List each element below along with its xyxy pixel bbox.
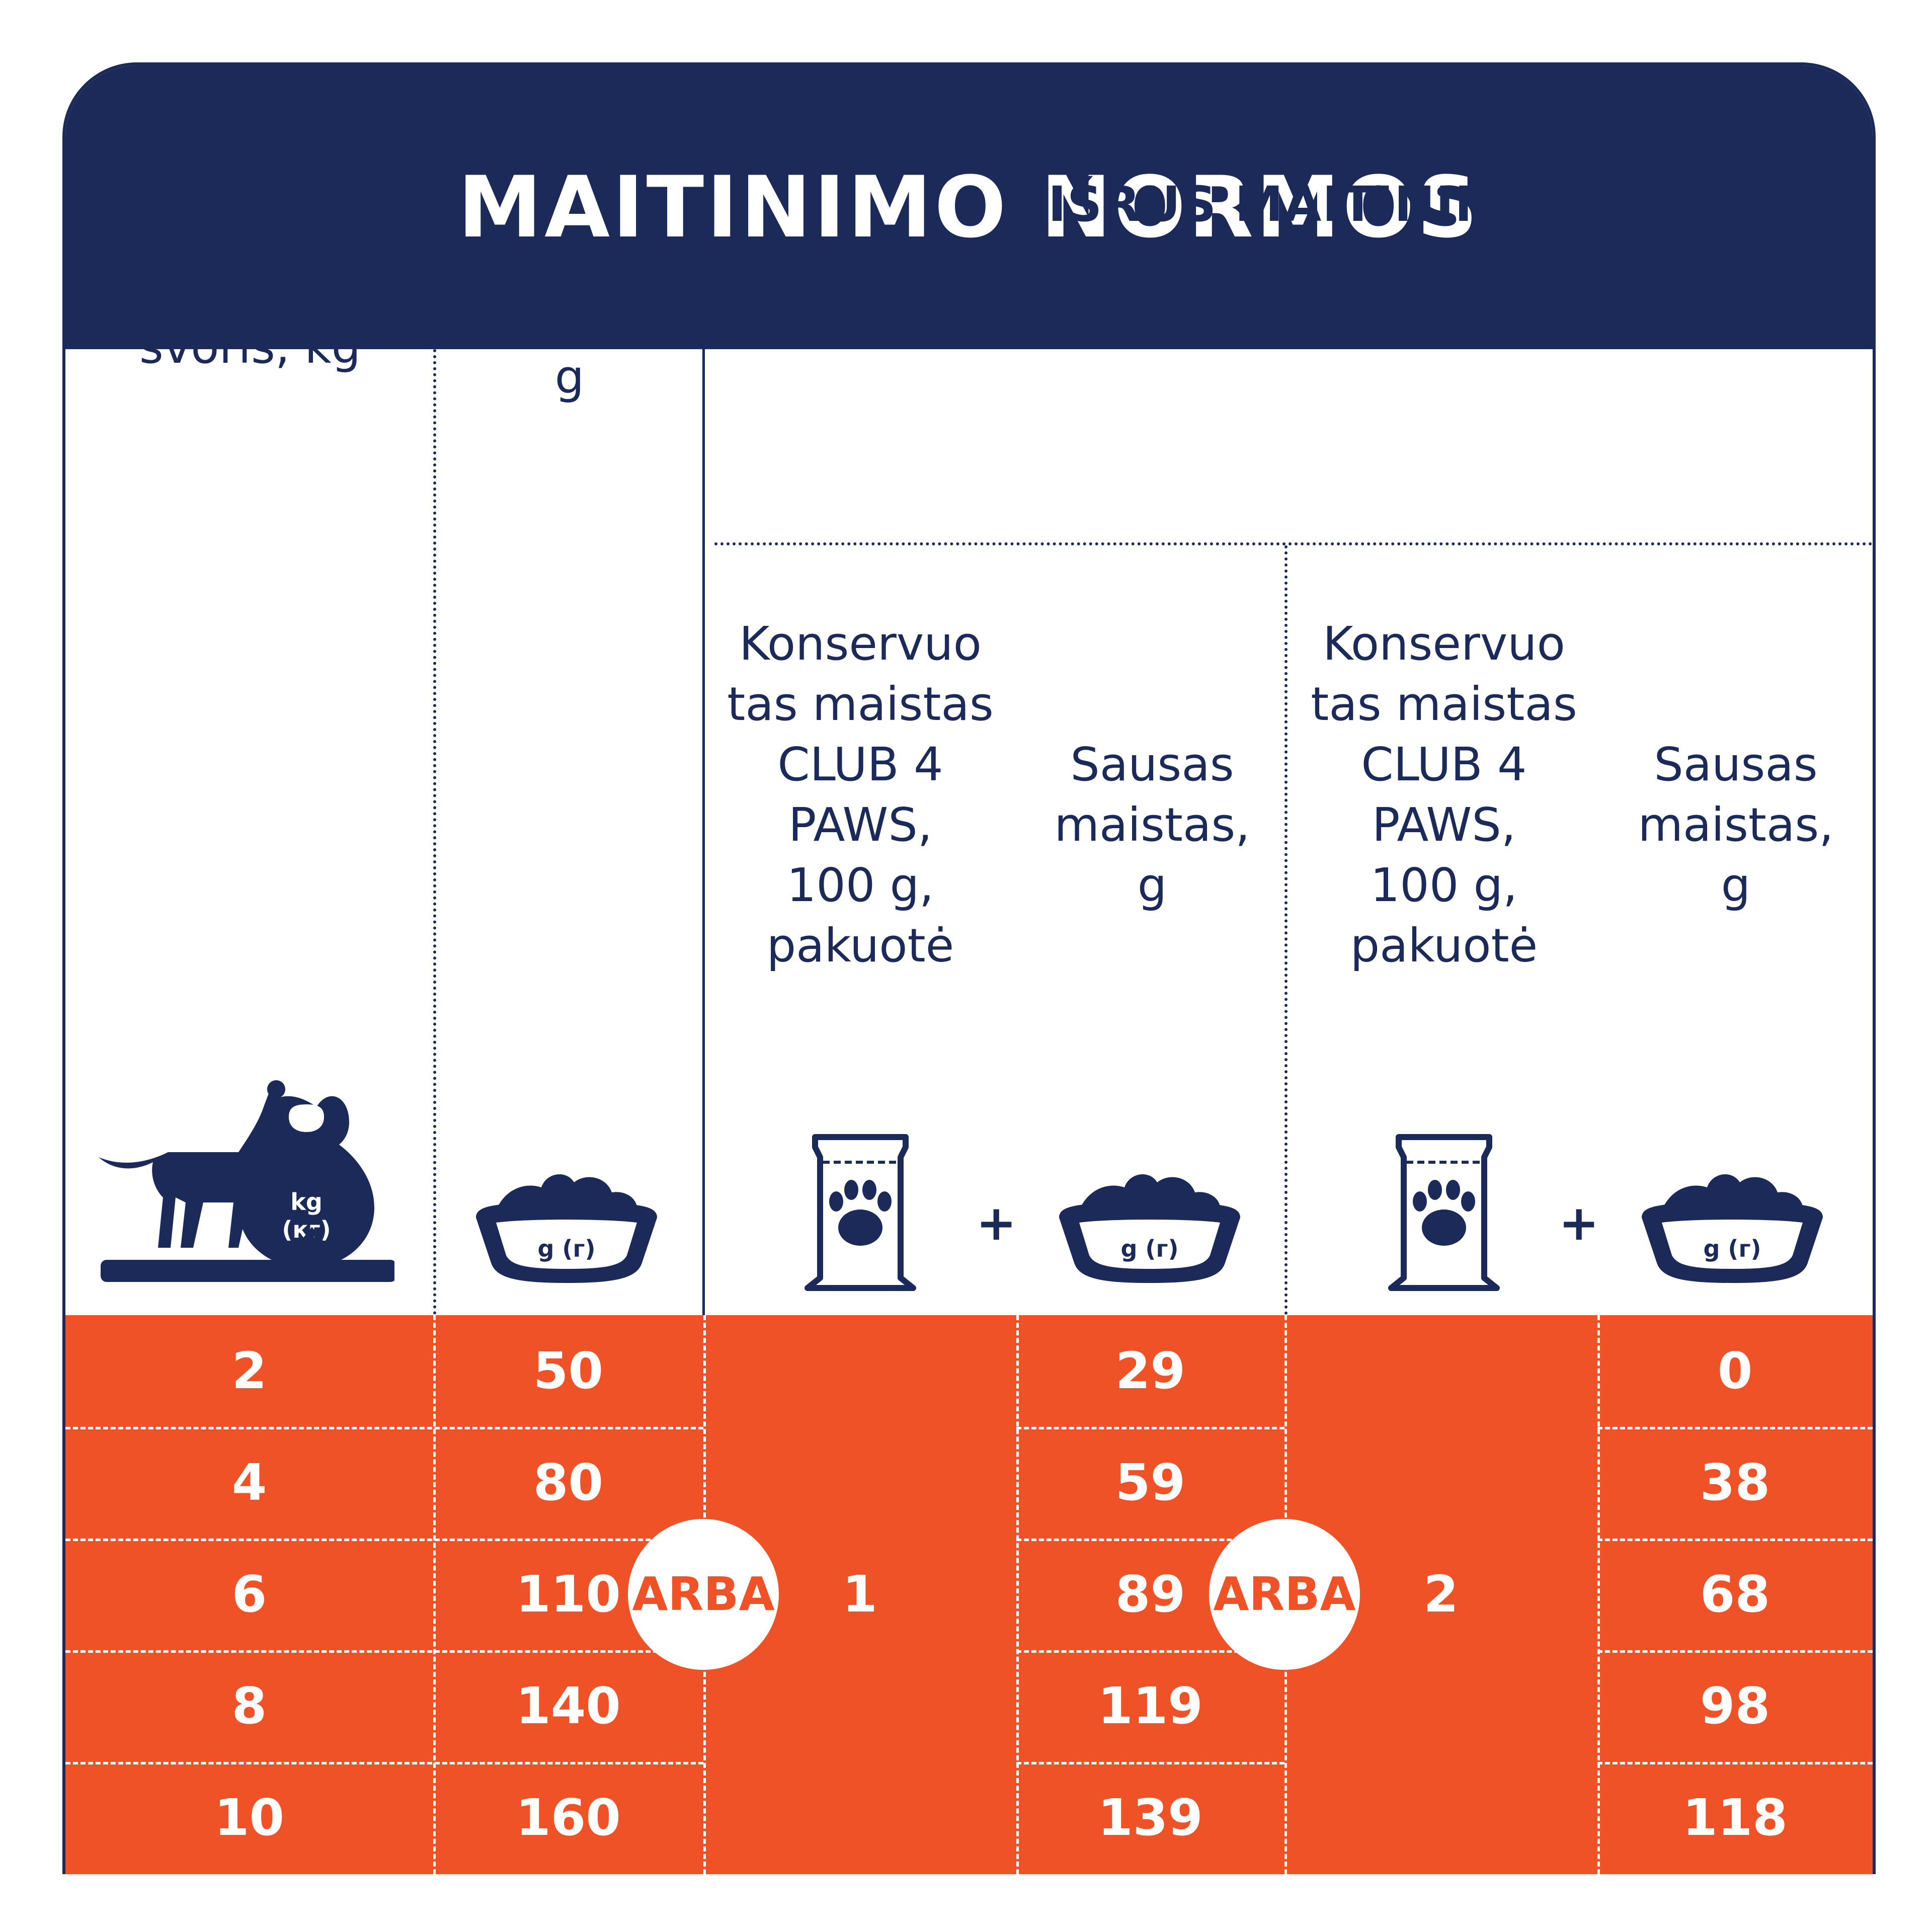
- header-weight: Augintinio svoris, kg: [133, 260, 367, 374]
- bowl-label: g (г): [1120, 1235, 1178, 1262]
- paw-pouch-icon: [804, 1134, 916, 1291]
- title-band: MAITINIMO NORMOS: [65, 65, 1873, 349]
- arba-badge: ARBA: [1209, 1519, 1360, 1670]
- cell-mixed1-dry: 89: [1115, 1565, 1186, 1624]
- cell-mixed2-dry: 38: [1700, 1453, 1770, 1512]
- row-divider: [65, 1539, 703, 1541]
- food-bowl-icon: g (г): [1059, 1174, 1240, 1283]
- header-dry-mixed-1: Sausas maistas, g: [1054, 738, 1250, 912]
- plus-sign-2: +: [1559, 1195, 1599, 1251]
- header-dry-mixed-2: Sausas maistas, g: [1638, 738, 1834, 912]
- cell-mixed2-dry: 98: [1700, 1676, 1770, 1735]
- row-divider: [1016, 1650, 1284, 1653]
- cell-weight: 2: [231, 1341, 267, 1400]
- page-title: MAITINIMO NORMOS: [457, 158, 1481, 257]
- cell-mixed2-dry: 0: [1717, 1341, 1753, 1400]
- kg-label: kg: [290, 1188, 323, 1216]
- cell-weight: 8: [231, 1676, 267, 1735]
- cell-weight: 4: [231, 1453, 267, 1512]
- cell-pouch-count-2: 2: [1423, 1565, 1459, 1624]
- cell-dry: 110: [516, 1565, 621, 1624]
- bowl-label: g (г): [537, 1235, 595, 1262]
- separator-dry-mixed: [702, 349, 705, 1315]
- arba-badge: ARBA: [628, 1519, 779, 1670]
- cell-dry: 80: [533, 1453, 604, 1512]
- header-mixed-feeding: MIŠRUS MAITINIMAS: [999, 176, 1578, 232]
- divider: [1597, 1315, 1600, 1874]
- plus-sign-1: +: [976, 1195, 1017, 1251]
- divider: [433, 1315, 436, 1874]
- separator-mixed-group: [714, 542, 1873, 545]
- dog-on-scale-icon: kg (кг): [99, 1080, 394, 1282]
- row-divider: [1016, 1762, 1284, 1764]
- feeding-table: MAITINIMO NORMOS Augintinio svoris, kg S…: [62, 62, 1876, 1874]
- row-divider: [65, 1650, 703, 1653]
- paw-pouch-icon: [1388, 1134, 1500, 1291]
- cell-weight: 6: [231, 1565, 267, 1624]
- row-divider: [1597, 1650, 1873, 1653]
- row-divider: [65, 1762, 703, 1764]
- data-table: 2 50 29 0 4 80 59 38 6 110 89 68 8 140 1…: [65, 1315, 1873, 1874]
- row-divider: [1016, 1427, 1284, 1429]
- cell-weight: 10: [214, 1788, 285, 1847]
- row-divider: [65, 1427, 703, 1429]
- divider: [1016, 1315, 1019, 1874]
- row-divider: [1016, 1539, 1284, 1541]
- cell-dry: 160: [516, 1788, 621, 1847]
- cell-mixed1-dry: 59: [1115, 1453, 1186, 1512]
- row-divider: [1597, 1539, 1873, 1541]
- food-bowl-icon: g (г): [1642, 1174, 1823, 1283]
- cell-mixed1-dry: 29: [1115, 1341, 1186, 1400]
- separator-weight-dry: [433, 349, 436, 1315]
- row-divider: [1597, 1762, 1873, 1764]
- cell-mixed2-dry: 118: [1682, 1788, 1788, 1847]
- cell-mixed1-dry: 119: [1098, 1676, 1203, 1735]
- header-dry-food: Sausas maistas, g: [471, 229, 668, 404]
- cell-mixed1-dry: 139: [1098, 1788, 1203, 1847]
- cell-pouch-count-1: 1: [842, 1565, 877, 1624]
- separator-mixed-options: [1284, 545, 1287, 1315]
- cell-dry: 50: [533, 1341, 604, 1400]
- header-wet-food-2: Konservuo tas maistas CLUB 4 PAWS, 100 g…: [1311, 617, 1577, 973]
- cell-mixed2-dry: 68: [1700, 1565, 1770, 1624]
- header-wet-food-1: Konservuo tas maistas CLUB 4 PAWS, 100 g…: [727, 617, 994, 973]
- row-divider: [1597, 1427, 1873, 1429]
- food-bowl-icon: g (г): [476, 1174, 657, 1283]
- cell-dry: 140: [516, 1676, 621, 1735]
- bowl-label: g (г): [1703, 1235, 1761, 1262]
